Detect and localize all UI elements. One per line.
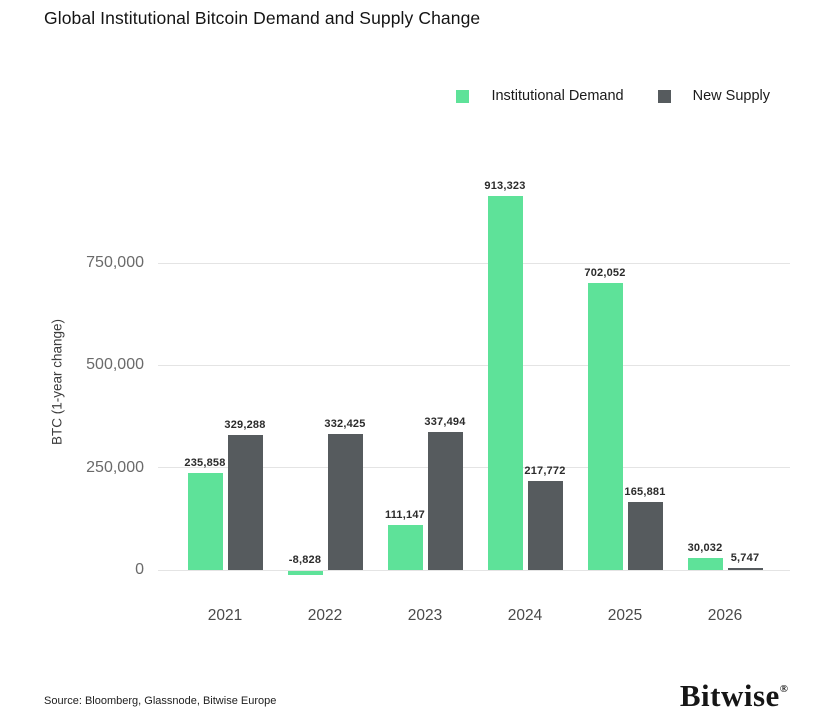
brand-wordmark: Bitwise	[679, 678, 780, 713]
x-tick-label-2023: 2023	[407, 607, 443, 624]
gridline-750000	[158, 262, 790, 264]
bar-value-label: 337,494	[424, 415, 466, 428]
gridline-250000	[158, 467, 790, 469]
x-tick-label-2022: 2022	[307, 607, 343, 624]
bar-value-label: 235,858	[184, 457, 226, 470]
bar-demand-2022	[287, 571, 323, 575]
bar-value-label: 913,323	[484, 180, 526, 193]
bar-value-label: 165,881	[624, 486, 666, 499]
legend-item-institutional-demand: Institutional Demand	[456, 88, 624, 104]
y-tick-label: 0	[135, 561, 144, 578]
bar-value-label: 30,032	[687, 541, 723, 554]
bar-demand-2025	[587, 282, 623, 570]
bar-demand-2024	[487, 196, 523, 570]
x-tick-label-2024: 2024	[507, 607, 543, 624]
legend-label: New Supply	[692, 88, 770, 104]
bar-demand-2026	[687, 557, 723, 570]
new-supply-swatch-icon	[657, 89, 671, 103]
x-tick-label-2021: 2021	[207, 607, 243, 624]
x-tick-label-2026: 2026	[707, 607, 743, 624]
bar-value-label: -8,828	[288, 554, 322, 566]
bar-supply-2023	[427, 431, 463, 570]
registered-mark: ®	[779, 683, 788, 695]
legend: Institutional Demand New Supply	[456, 88, 770, 104]
y-tick-label: 250,000	[86, 458, 144, 476]
gridline-500000	[158, 364, 790, 366]
source-note: Source: Bloomberg, Glassnode, Bitwise Eu…	[44, 695, 277, 707]
bar-supply-2026	[727, 567, 763, 570]
bar-value-label: 329,288	[224, 419, 266, 432]
legend-label: Institutional Demand	[491, 88, 624, 104]
y-axis-title: BTC (1-year change)	[49, 318, 65, 446]
bar-demand-2023	[387, 524, 423, 570]
bar-value-label: 332,425	[324, 417, 366, 430]
bar-supply-2025	[627, 502, 663, 570]
y-tick-label: 500,000	[86, 356, 144, 374]
bar-value-label: 217,772	[524, 464, 566, 477]
bar-supply-2021	[227, 435, 263, 570]
bar-demand-2021	[187, 473, 223, 570]
bar-supply-2022	[327, 433, 363, 570]
y-tick-label: 750,000	[86, 254, 144, 271]
x-tick-label-2025: 2025	[607, 607, 643, 624]
chart-title: Global Institutional Bitcoin Demand and …	[44, 8, 481, 28]
bar-value-label: 5,747	[730, 551, 760, 564]
bitwise-logo: Bitwise®	[680, 678, 788, 714]
legend-item-new-supply: New Supply	[657, 88, 770, 104]
institutional-demand-swatch-icon	[456, 89, 470, 103]
bar-value-label: 702,052	[584, 266, 626, 279]
bar-supply-2024	[527, 480, 563, 570]
gridline-0	[158, 569, 790, 571]
bar-value-label: 111,147	[385, 508, 425, 521]
